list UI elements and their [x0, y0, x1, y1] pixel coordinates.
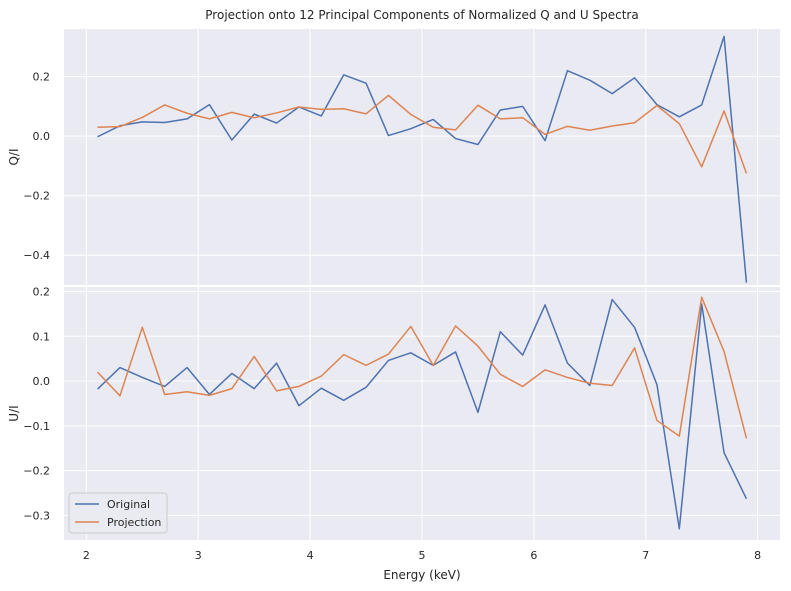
q-y-axis-label: Q/I [7, 148, 21, 165]
u-y-tick-label: 0.0 [33, 375, 51, 388]
legend: Original Projection [68, 492, 168, 534]
x-tick-label: 8 [754, 549, 761, 562]
q-series-original-line [97, 35, 748, 283]
u-panel: 0.2 0.1 0.0 −0.1 −0.2 −0.3 U/I [7, 285, 780, 540]
q-y-tick-label: −0.4 [23, 249, 50, 262]
u-series-projection-line [97, 296, 748, 439]
u-y-tick-label: 0.2 [33, 285, 51, 298]
x-tick-label: 5 [419, 549, 426, 562]
q-y-tick-label: 0.2 [33, 71, 51, 84]
legend-label-original: Original [107, 498, 150, 511]
q-y-tick-label: 0.0 [33, 130, 51, 143]
u-y-tick-label: 0.1 [33, 330, 51, 343]
x-tick-label: 7 [642, 549, 649, 562]
x-tick-label: 6 [530, 549, 537, 562]
q-panel: 0.2 0.0 −0.2 −0.4 Q/I [7, 29, 780, 285]
q-y-tick-label: −0.2 [23, 190, 50, 203]
legend-label-projection: Projection [107, 516, 161, 529]
legend-box [68, 492, 168, 534]
x-tick-label: 2 [83, 549, 90, 562]
x-tick-labels: 2 3 4 5 6 7 8 [83, 549, 761, 562]
chart-title: Projection onto 12 Principal Components … [205, 8, 638, 22]
x-axis-label: Energy (keV) [383, 568, 460, 582]
x-tick-label: 3 [195, 549, 202, 562]
u-y-tick-label: −0.1 [23, 420, 50, 433]
x-tick-label: 4 [307, 549, 314, 562]
u-y-tick-label: −0.3 [23, 509, 50, 522]
u-y-tick-label: −0.2 [23, 465, 50, 478]
q-series-projection-line [97, 94, 748, 174]
u-series-original-line [97, 298, 748, 530]
u-y-axis-label: U/I [7, 405, 21, 421]
